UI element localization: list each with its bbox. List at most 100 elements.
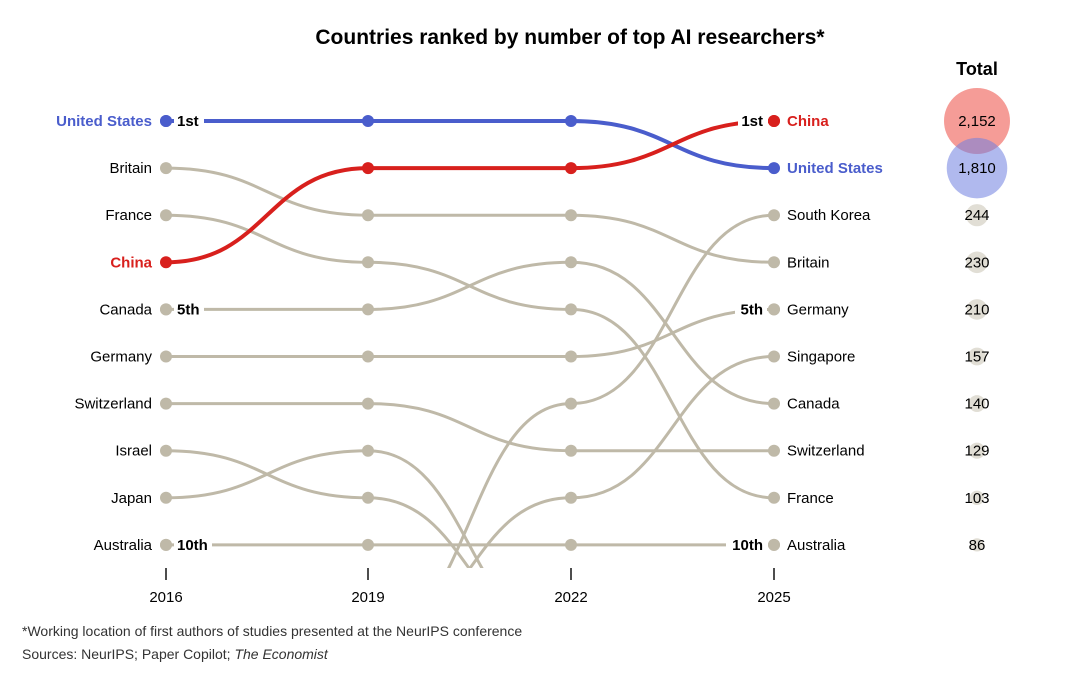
point-israel-2019 bbox=[362, 491, 374, 504]
left-label-france: France bbox=[105, 207, 152, 224]
marker-bg-left-5th bbox=[174, 299, 204, 320]
sources-line: Sources: NeurIPS; Paper Copilot; The Eco… bbox=[22, 646, 328, 662]
total-value-switzerland: 129 bbox=[964, 443, 989, 460]
total-column-header: Total bbox=[956, 59, 998, 79]
total-bubble-canada bbox=[968, 395, 986, 413]
sources-publisher: The Economist bbox=[234, 646, 328, 662]
left-label-israel: Israel bbox=[115, 443, 152, 460]
rank-marker-left-10th: 10th bbox=[177, 537, 208, 554]
rank-marker-left-5th: 5th bbox=[177, 301, 200, 318]
total-value-singapore: 157 bbox=[964, 349, 989, 366]
x-axis: 2016 2019 2022 2025 bbox=[149, 568, 791, 606]
left-label-switzerland: Switzerland bbox=[74, 396, 152, 413]
left-label-japan: Japan bbox=[111, 490, 152, 507]
point-britain-2022 bbox=[565, 209, 577, 222]
endpoint-right-china bbox=[768, 115, 780, 127]
country-labels: 1st 5th 10th 1st 5th 10th United States Britain… bbox=[56, 113, 883, 554]
total-bubble-singapore bbox=[968, 347, 986, 366]
endpoint-left-canada bbox=[160, 303, 172, 316]
point-china-2016 bbox=[160, 256, 172, 269]
point-france-2022 bbox=[565, 303, 577, 316]
series-line-china bbox=[165, 119, 775, 265]
point-china-2019 bbox=[362, 162, 374, 175]
total-bubble-germany bbox=[966, 299, 988, 320]
marker-bg-left-1st bbox=[174, 111, 204, 131]
year-label-2025: 2025 bbox=[757, 589, 790, 606]
year-label-2022: 2022 bbox=[554, 589, 587, 606]
right-label-britain: Britain bbox=[787, 254, 830, 271]
left-label-germany: Germany bbox=[90, 349, 152, 366]
total-value-canada: 140 bbox=[964, 396, 989, 413]
total-bubble-united-states bbox=[946, 137, 1008, 199]
year-label-2016: 2016 bbox=[149, 589, 182, 606]
point-china-2022 bbox=[565, 162, 577, 175]
series-line-south-korea bbox=[446, 213, 775, 568]
series-lines bbox=[160, 111, 780, 568]
point-germany-2019 bbox=[362, 350, 374, 363]
marker-bg-right-10th bbox=[726, 534, 768, 555]
point-switzerland-2019 bbox=[362, 397, 374, 410]
series-line-singapore bbox=[468, 355, 775, 568]
point-britain-2016 bbox=[160, 162, 172, 175]
point-britain-2025 bbox=[768, 256, 780, 269]
left-label-china: China bbox=[110, 254, 152, 271]
rank-marker-left-1st: 1st bbox=[177, 113, 199, 130]
total-bubbles: 2,152 1,810 244 230 210 157 140 129 103 86 bbox=[944, 88, 1010, 554]
right-label-canada: Canada bbox=[787, 396, 840, 413]
point-germany-2016 bbox=[160, 350, 172, 363]
total-value-france: 103 bbox=[964, 490, 989, 507]
point-australia-2022 bbox=[565, 538, 577, 551]
endpoint-right-germany bbox=[768, 303, 780, 316]
point-japan-2019 bbox=[362, 444, 374, 457]
right-label-switzerland: Switzerland bbox=[787, 443, 865, 460]
point-switzerland-2025 bbox=[768, 444, 780, 457]
point-south-korea-2025 bbox=[768, 209, 780, 222]
point-germany-2022 bbox=[565, 350, 577, 363]
total-bubble-switzerland bbox=[968, 442, 986, 459]
point-singapore-2022 bbox=[565, 491, 577, 504]
rank-marker-right-10th: 10th bbox=[732, 537, 763, 554]
point-france-2025 bbox=[768, 491, 780, 504]
series-line-canada bbox=[165, 260, 775, 406]
left-label-united-states: United States bbox=[56, 113, 152, 130]
right-label-germany: Germany bbox=[787, 301, 849, 318]
total-value-united-states: 1,810 bbox=[958, 160, 996, 177]
rank-marker-right-5th: 5th bbox=[741, 301, 764, 318]
point-britain-2019 bbox=[362, 209, 374, 222]
point-united-states-2019 bbox=[362, 115, 374, 127]
right-label-singapore: Singapore bbox=[787, 349, 855, 366]
point-singapore-2025 bbox=[768, 350, 780, 363]
marker-bg-right-5th bbox=[735, 299, 767, 320]
point-israel-2016 bbox=[160, 444, 172, 457]
endpoint-left-united-states bbox=[160, 115, 172, 127]
right-label-south-korea: South Korea bbox=[787, 207, 871, 224]
point-france-2016 bbox=[160, 209, 172, 222]
point-united-states-2025 bbox=[768, 162, 780, 175]
point-canada-2025 bbox=[768, 397, 780, 410]
left-label-britain: Britain bbox=[109, 160, 152, 177]
total-bubble-australia bbox=[970, 538, 984, 552]
total-value-china: 2,152 bbox=[958, 113, 996, 130]
right-label-china: China bbox=[787, 113, 829, 130]
total-value-south-korea: 244 bbox=[964, 207, 989, 224]
right-label-france: France bbox=[787, 490, 834, 507]
left-label-canada: Canada bbox=[99, 301, 152, 318]
year-label-2019: 2019 bbox=[351, 589, 384, 606]
total-value-britain: 230 bbox=[964, 254, 989, 271]
series-line-united-states bbox=[165, 118, 775, 171]
point-south-korea-2022 bbox=[565, 397, 577, 410]
footnote: *Working location of first authors of st… bbox=[22, 623, 523, 639]
left-label-australia: Australia bbox=[94, 537, 153, 554]
marker-bg-left-10th bbox=[174, 534, 212, 555]
point-japan-2016 bbox=[160, 491, 172, 504]
marker-bg-right-1st bbox=[738, 111, 768, 131]
point-united-states-2022 bbox=[565, 115, 577, 127]
point-switzerland-2016 bbox=[160, 397, 172, 410]
chart-title: Countries ranked by number of top AI res… bbox=[315, 26, 825, 49]
rank-marker-right-1st: 1st bbox=[741, 113, 763, 130]
sources-text: Sources: NeurIPS; Paper Copilot; bbox=[22, 646, 235, 662]
total-bubble-south-korea bbox=[965, 204, 989, 227]
endpoint-left-australia bbox=[160, 538, 172, 551]
point-france-2019 bbox=[362, 256, 374, 269]
